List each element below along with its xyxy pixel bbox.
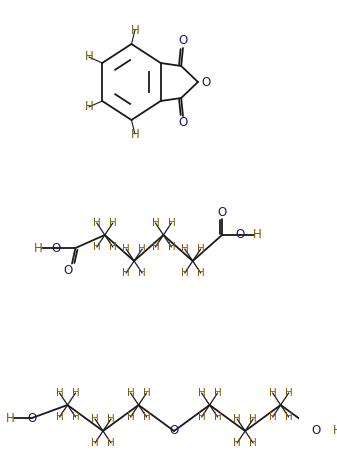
Text: H: H bbox=[333, 425, 337, 437]
Text: H: H bbox=[214, 412, 221, 422]
Text: H: H bbox=[91, 414, 99, 424]
Text: H: H bbox=[167, 242, 175, 252]
Text: H: H bbox=[233, 414, 241, 424]
Text: H: H bbox=[152, 218, 159, 228]
Text: O: O bbox=[178, 117, 188, 129]
Text: H: H bbox=[6, 411, 15, 425]
Text: H: H bbox=[107, 414, 115, 424]
Text: H: H bbox=[269, 388, 277, 398]
Text: H: H bbox=[93, 218, 101, 228]
Text: O: O bbox=[51, 241, 61, 255]
Text: H: H bbox=[138, 244, 146, 254]
Text: O: O bbox=[217, 206, 227, 218]
Text: O: O bbox=[170, 425, 179, 437]
Text: H: H bbox=[181, 244, 189, 254]
Text: H: H bbox=[143, 412, 150, 422]
Text: H: H bbox=[56, 412, 63, 422]
Text: H: H bbox=[152, 242, 159, 252]
Text: H: H bbox=[181, 268, 189, 278]
Text: H: H bbox=[249, 414, 257, 424]
Text: H: H bbox=[122, 244, 130, 254]
Text: H: H bbox=[285, 388, 293, 398]
Text: H: H bbox=[109, 242, 117, 252]
Text: H: H bbox=[85, 100, 93, 113]
Text: H: H bbox=[107, 438, 115, 448]
Text: H: H bbox=[249, 438, 257, 448]
Text: H: H bbox=[122, 268, 130, 278]
Text: H: H bbox=[143, 388, 150, 398]
Text: H: H bbox=[197, 268, 205, 278]
Text: H: H bbox=[34, 241, 42, 255]
Text: H: H bbox=[72, 388, 80, 398]
Text: H: H bbox=[85, 50, 93, 63]
Text: H: H bbox=[167, 218, 175, 228]
Text: O: O bbox=[235, 228, 244, 241]
Text: H: H bbox=[285, 412, 293, 422]
Text: O: O bbox=[201, 76, 211, 89]
Text: H: H bbox=[253, 228, 262, 241]
Text: H: H bbox=[214, 388, 221, 398]
Text: H: H bbox=[127, 412, 134, 422]
Text: H: H bbox=[138, 268, 146, 278]
Text: H: H bbox=[93, 242, 101, 252]
Text: H: H bbox=[91, 438, 99, 448]
Text: O: O bbox=[27, 411, 37, 425]
Text: O: O bbox=[178, 34, 188, 48]
Text: H: H bbox=[197, 244, 205, 254]
Text: H: H bbox=[269, 412, 277, 422]
Text: H: H bbox=[56, 388, 63, 398]
Text: H: H bbox=[131, 23, 140, 37]
Text: H: H bbox=[109, 218, 117, 228]
Text: H: H bbox=[127, 388, 134, 398]
Text: H: H bbox=[72, 412, 80, 422]
Text: H: H bbox=[198, 388, 206, 398]
Text: H: H bbox=[131, 128, 140, 140]
Text: O: O bbox=[311, 425, 321, 437]
Text: O: O bbox=[64, 264, 73, 277]
Text: H: H bbox=[198, 412, 206, 422]
Text: H: H bbox=[233, 438, 241, 448]
